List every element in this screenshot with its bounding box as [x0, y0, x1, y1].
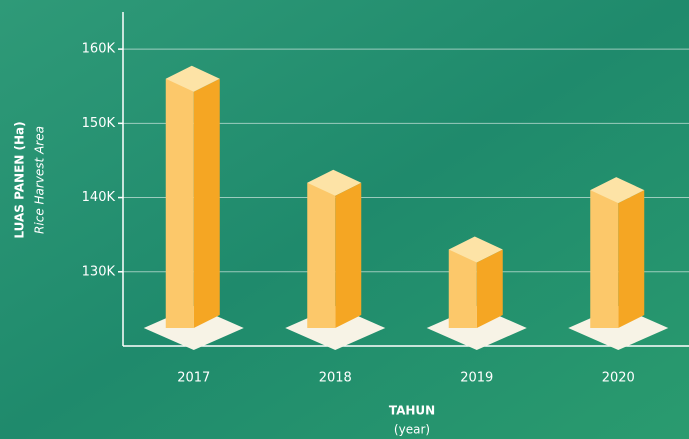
x-axis-subtitle: (year)	[394, 423, 430, 437]
bar-side	[477, 250, 503, 328]
y-tick-label: 160K	[82, 42, 116, 57]
bar-side	[335, 183, 361, 328]
bar	[307, 183, 335, 328]
bar	[590, 190, 618, 328]
bar-side	[618, 190, 644, 328]
x-tick-label: 2018	[319, 371, 352, 386]
x-tick-label: 2020	[602, 371, 635, 386]
y-tick-label: 130K	[82, 264, 116, 279]
y-axis-subtitle: Rice Harvest Area	[33, 126, 47, 234]
x-tick-label: 2017	[177, 371, 210, 386]
bar	[449, 250, 477, 328]
bar-side	[194, 79, 220, 328]
x-axis-title: TAHUN	[389, 404, 435, 418]
x-tick-label: 2019	[460, 371, 493, 386]
bar	[166, 79, 194, 328]
y-tick-label: 150K	[82, 116, 116, 131]
y-axis-title: LUAS PANEN (Ha)	[13, 121, 27, 238]
y-tick-label: 140K	[82, 190, 116, 205]
chart: LUAS PANEN (Ha) Rice Harvest Area TAHUN …	[0, 0, 689, 439]
